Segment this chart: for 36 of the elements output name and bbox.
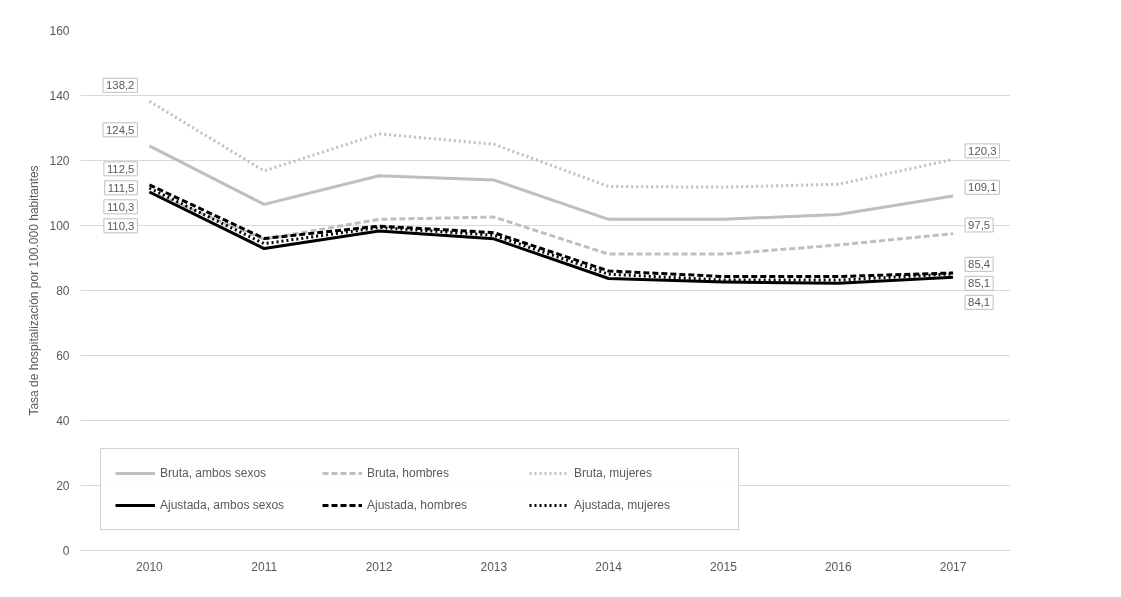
data-label: 85,1	[968, 277, 991, 290]
legend-label: Ajustada, hombres	[367, 498, 469, 512]
y-tick-label: 40	[56, 414, 70, 428]
x-tick-label: 2016	[824, 559, 852, 574]
x-tick-label: 2011	[251, 559, 278, 574]
legend-label: Bruta, hombres	[367, 466, 451, 480]
data-label: 84,1	[968, 296, 991, 309]
x-tick-label: 2015	[710, 559, 738, 574]
data-label: 112,5	[106, 162, 135, 175]
x-tick-label: 2017	[939, 559, 967, 574]
data-label: 109,1	[968, 181, 997, 194]
y-tick-label: 0	[62, 544, 70, 558]
data-label: 138,2	[106, 79, 135, 92]
data-label: 97,5	[968, 218, 991, 231]
y-tick-label: 120	[49, 154, 70, 168]
x-tick-label: 2010	[136, 559, 164, 574]
y-tick-label: 60	[56, 349, 70, 363]
legend-label: Ajustada, ambos sexos	[160, 498, 286, 512]
y-tick-label: 140	[49, 89, 70, 103]
y-tick-label: 160	[49, 24, 70, 38]
y-tick-label: 100	[49, 219, 70, 233]
legend-label: Bruta, mujeres	[574, 466, 654, 480]
data-label: 110,3	[106, 200, 135, 213]
data-label: 120,3	[968, 144, 997, 157]
legend-label: Ajustada, mujeres	[574, 498, 672, 512]
data-label: 124,5	[106, 123, 135, 136]
y-tick-label: 80	[56, 284, 70, 298]
y-axis-title: Tasa de hospitalización por 100.000 habitantes	[27, 165, 42, 416]
y-tick-label: 20	[56, 479, 70, 493]
data-label: 85,4	[968, 258, 991, 271]
x-tick-label: 2012	[365, 559, 393, 574]
legend-label: Bruta, ambos sexos	[160, 466, 268, 480]
data-label: 111,5	[107, 181, 135, 194]
data-label: 110,3	[106, 219, 135, 232]
x-tick-label: 2013	[480, 559, 508, 574]
x-tick-label: 2014	[595, 559, 623, 574]
